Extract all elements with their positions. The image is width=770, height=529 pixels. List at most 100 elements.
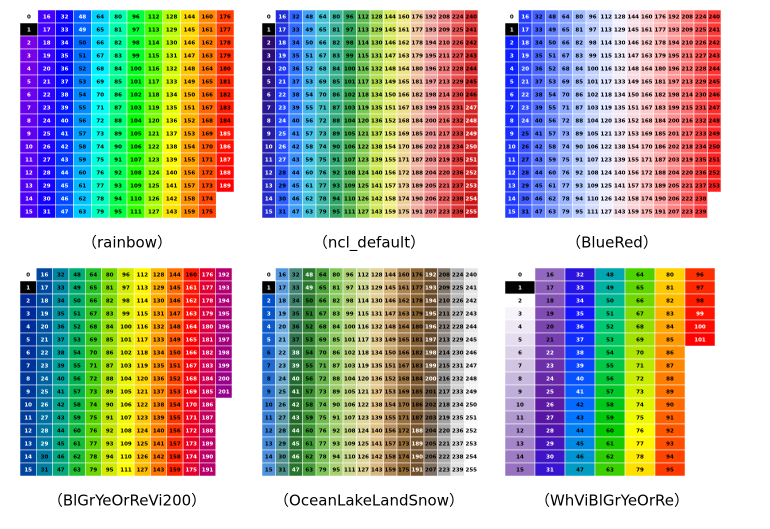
cell-index: 227 bbox=[452, 54, 464, 60]
cell-index: 209 bbox=[682, 28, 694, 34]
cell-index: 22 bbox=[43, 93, 51, 99]
cell-index: 35 bbox=[61, 54, 69, 60]
cell-index: 247 bbox=[466, 364, 478, 370]
cell-index: 21 bbox=[43, 80, 51, 86]
cell-index: 125 bbox=[148, 184, 160, 190]
cell-index: 73 bbox=[636, 390, 644, 396]
cell-index: 226 bbox=[452, 299, 464, 305]
cell-index: 153 bbox=[628, 132, 640, 138]
cell-index: 201 bbox=[425, 390, 437, 396]
cell-index: 163 bbox=[398, 54, 410, 60]
cell-index: 129 bbox=[614, 28, 626, 34]
cell-index: 119 bbox=[358, 106, 370, 112]
cell-index: 162 bbox=[202, 41, 214, 47]
cell-index: 18 bbox=[546, 299, 554, 305]
cell-index: 88 bbox=[575, 119, 583, 125]
cell-index: 21 bbox=[278, 338, 286, 344]
cell-index: 205 bbox=[425, 442, 437, 448]
cell-index: 239 bbox=[452, 210, 464, 216]
cell-index: 223 bbox=[682, 210, 694, 216]
cell-index: 148 bbox=[184, 67, 196, 73]
cell-index: 58 bbox=[79, 145, 87, 151]
cell-index: 53 bbox=[79, 80, 87, 86]
cell-index: 23 bbox=[43, 106, 51, 112]
cell-index: 118 bbox=[148, 93, 160, 99]
cell-index: 67 bbox=[562, 54, 570, 60]
cell-index: 10 bbox=[265, 145, 273, 151]
cell-index: 197 bbox=[425, 338, 437, 344]
cell-index: 69 bbox=[319, 80, 327, 86]
cell-index: 97 bbox=[346, 286, 354, 292]
cell-index: 68 bbox=[319, 325, 327, 331]
cell-index: 141 bbox=[371, 442, 383, 448]
cell-index: 105 bbox=[344, 132, 356, 138]
cell-index: 176 bbox=[202, 273, 214, 279]
cell-index: 170 bbox=[202, 145, 214, 151]
cell-index: 174 bbox=[185, 455, 197, 461]
cell-index: 80 bbox=[332, 15, 340, 21]
cell-index: 25 bbox=[41, 390, 49, 396]
cell-index: 207 bbox=[668, 210, 680, 216]
cell-index: 32 bbox=[57, 273, 65, 279]
cell-index: 87 bbox=[106, 364, 114, 370]
cell-index: 96 bbox=[696, 273, 704, 279]
cell-index: 158 bbox=[169, 455, 181, 461]
cell-index: 243 bbox=[709, 54, 721, 60]
cell-index: 134 bbox=[371, 93, 383, 99]
cell-index: 146 bbox=[184, 41, 196, 47]
cell-index: 252 bbox=[466, 171, 478, 177]
cell-index: 89 bbox=[332, 390, 340, 396]
cell-index: 176 bbox=[412, 15, 424, 21]
cell-index: 76 bbox=[636, 429, 644, 435]
cell-index: 212 bbox=[439, 67, 451, 73]
cell-index: 140 bbox=[153, 429, 165, 435]
cell-index: 99 bbox=[132, 54, 140, 60]
cell-index: 37 bbox=[535, 80, 543, 86]
cell-index: 82 bbox=[332, 41, 340, 47]
cell-index: 94 bbox=[332, 455, 340, 461]
cell-index: 245 bbox=[466, 80, 478, 86]
cell-index: 163 bbox=[185, 312, 197, 318]
cell-index: 20 bbox=[278, 67, 286, 73]
cell-index: 77 bbox=[562, 184, 570, 190]
cell-index: 128 bbox=[166, 15, 178, 21]
cell-index: 141 bbox=[166, 184, 178, 190]
cell-index: 208 bbox=[439, 15, 451, 21]
cell-index: 0 bbox=[518, 273, 522, 279]
cell-index: 94 bbox=[575, 197, 583, 203]
cell-index: 78 bbox=[319, 197, 327, 203]
cell-index: 160 bbox=[398, 15, 410, 21]
cell-index: 163 bbox=[202, 54, 214, 60]
cell-index: 195 bbox=[218, 312, 230, 318]
cell-index: 71 bbox=[319, 106, 327, 112]
cell-index: 84 bbox=[114, 67, 122, 73]
cell-index: 248 bbox=[709, 119, 721, 125]
cell-index: 129 bbox=[371, 28, 383, 34]
cell-index: 121 bbox=[358, 390, 370, 396]
cell-index: 186 bbox=[412, 403, 424, 409]
cell-index: 65 bbox=[319, 28, 327, 34]
cell-index: 31 bbox=[521, 210, 529, 216]
cell-index: 13 bbox=[516, 442, 524, 448]
cell-index: 78 bbox=[636, 455, 644, 461]
cell-index: 112 bbox=[137, 273, 149, 279]
cell-index: 151 bbox=[184, 106, 196, 112]
cell-index: 79 bbox=[319, 210, 327, 216]
cell-index: 86 bbox=[114, 93, 122, 99]
cell-index: 68 bbox=[90, 325, 98, 331]
cell-index: 35 bbox=[57, 312, 65, 318]
cell-index: 31 bbox=[546, 468, 554, 474]
cell-index: 227 bbox=[452, 312, 464, 318]
cell-index: 50 bbox=[79, 41, 87, 47]
cell-index: 152 bbox=[628, 119, 640, 125]
cell-index: 176 bbox=[412, 273, 424, 279]
cell-index: 78 bbox=[319, 455, 327, 461]
cell-index: 150 bbox=[169, 351, 181, 357]
cell-index: 100 bbox=[344, 325, 356, 331]
cell-index: 55 bbox=[305, 364, 313, 370]
cell-index: 238 bbox=[695, 197, 707, 203]
cell-index: 87 bbox=[332, 364, 340, 370]
cell-index: 83 bbox=[332, 54, 340, 60]
cell-index: 139 bbox=[614, 158, 626, 164]
cell-index: 72 bbox=[562, 119, 570, 125]
